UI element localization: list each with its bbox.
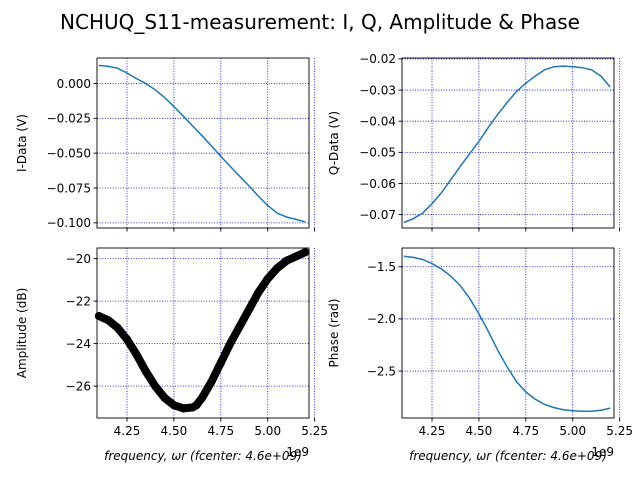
y-tick-label: −2.5	[367, 364, 396, 378]
amplitude-panel: 4.25 4.50 4.75 5.00 5.25 −20 −22 −24 −26 Amplitud…	[15, 247, 328, 463]
y-tick-label: −0.07	[359, 208, 396, 222]
x-axis-label: frequency, ωr (fcenter: 4.6e+09)	[104, 449, 302, 463]
x-tick-label: 5.00	[254, 424, 281, 438]
y-tick-label: −0.05	[359, 146, 396, 160]
data-point	[169, 401, 178, 410]
y-tick-label: 0.000	[57, 77, 91, 91]
x-tick-label: 5.25	[606, 424, 633, 438]
y-tick-label: −0.06	[359, 177, 396, 191]
y-tick-label: −24	[66, 337, 91, 351]
axes-frame	[401, 57, 615, 229]
y-tick-label: −0.050	[47, 146, 91, 160]
amplitude-series-0	[94, 248, 310, 413]
y-tick-label: −0.04	[359, 115, 396, 129]
x-tick-label: 5.25	[301, 424, 328, 438]
axes-frame	[96, 247, 310, 419]
q-data-panel: −0.02 −0.03 −0.04 −0.05 −0.06 −0.07 Q-Data (V)	[327, 52, 621, 232]
y-axis-label: I-Data (V)	[15, 114, 29, 172]
data-point	[226, 339, 235, 348]
data-point	[263, 274, 272, 283]
x-tick-label: 4.25	[419, 424, 446, 438]
x-tick-label: 4.50	[466, 424, 493, 438]
data-point	[254, 288, 263, 297]
y-axis-label: Q-Data (V)	[327, 111, 341, 175]
x-tick-label: 4.50	[161, 424, 188, 438]
x-tick-label: 4.25	[114, 424, 141, 438]
data-point	[282, 256, 291, 265]
data-point	[207, 377, 216, 386]
x-offset-label: 1e9	[591, 445, 614, 459]
x-axis-label: frequency, ωr (fcenter: 4.6e+09)	[409, 449, 607, 463]
data-point	[151, 382, 160, 391]
axes-frame	[401, 247, 615, 419]
data-point	[132, 350, 141, 359]
data-point	[94, 312, 103, 320]
data-point	[141, 367, 150, 376]
y-tick-label: −0.02	[359, 52, 396, 66]
phase-panel: 4.25 4.50 4.75 5.00 5.25 −1.5 −2.0 −2.5 Phase (r…	[327, 247, 633, 463]
i-data-series-line	[98, 64, 306, 223]
q-data-series-line	[403, 65, 611, 224]
data-point	[179, 404, 188, 413]
data-point	[291, 252, 300, 261]
y-axis-label: Phase (rad)	[327, 299, 341, 368]
data-point	[198, 393, 207, 402]
y-tick-label: −2.0	[367, 312, 396, 326]
figure-title: NCHUQ_S11-measurement: I, Q, Amplitude &…	[60, 10, 580, 34]
y-tick-label: −0.075	[47, 181, 91, 195]
data-point	[235, 322, 244, 331]
y-tick-label: −26	[66, 379, 91, 393]
data-point	[123, 335, 132, 344]
y-tick-label: −0.025	[47, 112, 91, 126]
data-point	[273, 264, 282, 273]
data-point	[244, 305, 253, 314]
data-point	[104, 316, 113, 325]
x-tick-label: 5.00	[559, 424, 586, 438]
axes-frame	[96, 57, 310, 229]
x-tick-label: 4.75	[512, 424, 539, 438]
data-point	[301, 248, 310, 257]
data-point	[113, 323, 122, 332]
x-offset-label: 1e9	[286, 445, 309, 459]
y-tick-label: −20	[66, 252, 91, 266]
y-tick-label: −0.100	[47, 216, 91, 230]
y-axis-label: Amplitude (dB)	[15, 288, 29, 379]
x-tick-label: 4.75	[207, 424, 234, 438]
y-tick-label: −0.03	[359, 83, 396, 97]
y-tick-label: −1.5	[367, 260, 396, 274]
i-data-panel: 0.000 −0.025 −0.050 −0.075 −0.100 I-Data (V)	[15, 57, 316, 232]
data-point	[216, 358, 225, 367]
y-tick-label: −22	[66, 294, 91, 308]
data-point	[160, 393, 169, 402]
phase-series-line	[403, 255, 611, 412]
data-point	[192, 401, 201, 410]
